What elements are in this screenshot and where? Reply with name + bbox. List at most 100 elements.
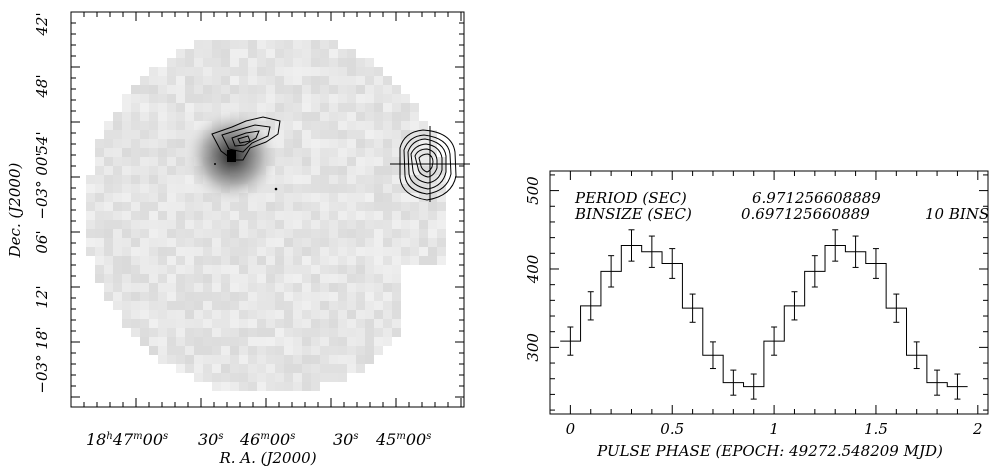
image-pixel bbox=[284, 58, 293, 67]
image-pixel bbox=[356, 301, 365, 310]
image-pixel bbox=[212, 40, 221, 49]
image-pixel bbox=[329, 166, 338, 175]
image-pixel bbox=[176, 121, 185, 130]
image-pixel bbox=[401, 193, 410, 202]
image-pixel bbox=[176, 355, 185, 364]
image-pixel bbox=[329, 184, 338, 193]
image-pixel bbox=[356, 247, 365, 256]
y-tick-label: 300 bbox=[524, 333, 542, 362]
image-pixel bbox=[266, 256, 275, 265]
image-pixel bbox=[320, 283, 329, 292]
image-pixel bbox=[248, 265, 257, 274]
image-pixel bbox=[419, 139, 428, 148]
image-pixel bbox=[221, 319, 230, 328]
image-pixel bbox=[149, 184, 158, 193]
image-pixel bbox=[275, 265, 284, 274]
image-pixel bbox=[302, 202, 311, 211]
image-pixel bbox=[194, 319, 203, 328]
image-pixel bbox=[203, 238, 212, 247]
image-pixel bbox=[311, 121, 320, 130]
image-pixel bbox=[266, 301, 275, 310]
image-pixel bbox=[338, 373, 347, 382]
image-pixel bbox=[311, 274, 320, 283]
image-pixel bbox=[383, 265, 392, 274]
image-pixel bbox=[338, 211, 347, 220]
image-pixel bbox=[275, 58, 284, 67]
image-pixel bbox=[356, 328, 365, 337]
image-pixel bbox=[212, 67, 221, 76]
image-pixel bbox=[122, 265, 131, 274]
image-pixel bbox=[149, 337, 158, 346]
image-pixel bbox=[302, 121, 311, 130]
image-pixel bbox=[392, 256, 401, 265]
x-tick-label: 1.5 bbox=[864, 420, 888, 438]
image-pixel bbox=[149, 166, 158, 175]
image-pixel bbox=[338, 85, 347, 94]
image-pixel bbox=[158, 319, 167, 328]
image-pixel bbox=[392, 202, 401, 211]
image-pixel bbox=[203, 292, 212, 301]
image-pixel bbox=[194, 220, 203, 229]
image-pixel bbox=[176, 166, 185, 175]
image-pixel bbox=[293, 94, 302, 103]
image-pixel bbox=[293, 301, 302, 310]
image-pixel bbox=[104, 148, 113, 157]
image-pixel bbox=[293, 139, 302, 148]
image-pixel bbox=[347, 148, 356, 157]
image-pixel bbox=[149, 121, 158, 130]
image-pixel bbox=[302, 247, 311, 256]
image-pixel bbox=[329, 355, 338, 364]
image-pixel bbox=[365, 130, 374, 139]
image-pixel bbox=[338, 265, 347, 274]
image-pixel bbox=[167, 229, 176, 238]
image-pixel bbox=[356, 193, 365, 202]
image-pixel bbox=[203, 211, 212, 220]
image-pixel bbox=[122, 121, 131, 130]
image-pixel bbox=[329, 85, 338, 94]
image-pixel bbox=[239, 220, 248, 229]
image-pixel bbox=[275, 328, 284, 337]
image-pixel bbox=[185, 49, 194, 58]
image-pixel bbox=[284, 238, 293, 247]
image-pixel bbox=[356, 220, 365, 229]
image-pixel bbox=[122, 220, 131, 229]
image-pixel bbox=[383, 184, 392, 193]
image-pixel bbox=[221, 238, 230, 247]
image-pixel bbox=[185, 103, 194, 112]
image-pixel bbox=[122, 292, 131, 301]
image-pixel bbox=[311, 346, 320, 355]
dec-tick-label-4: −03° 00' bbox=[33, 152, 51, 219]
image-pixel bbox=[113, 292, 122, 301]
image-pixel bbox=[329, 58, 338, 67]
image-pixel bbox=[347, 283, 356, 292]
image-pixel bbox=[284, 193, 293, 202]
image-panel: 18h47m00s 30s 46m00s 30s 45m00s R. A. (J… bbox=[6, 12, 470, 466]
image-pixel bbox=[338, 256, 347, 265]
image-pixel bbox=[410, 238, 419, 247]
image-pixel bbox=[338, 121, 347, 130]
image-pixel bbox=[374, 112, 383, 121]
image-pixel bbox=[203, 247, 212, 256]
ra-tick-label-1: 18h47m00s bbox=[86, 430, 168, 449]
greyscale-image bbox=[86, 40, 446, 391]
image-pixel bbox=[248, 238, 257, 247]
image-pixel bbox=[302, 67, 311, 76]
image-pixel bbox=[185, 256, 194, 265]
image-pixel bbox=[419, 247, 428, 256]
image-pixel bbox=[428, 220, 437, 229]
image-pixel bbox=[149, 328, 158, 337]
image-pixel bbox=[194, 103, 203, 112]
image-pixel bbox=[365, 103, 374, 112]
image-pixel bbox=[329, 346, 338, 355]
image-pixel bbox=[302, 382, 311, 391]
image-pixel bbox=[176, 265, 185, 274]
image-pixel bbox=[284, 364, 293, 373]
image-pixel bbox=[320, 175, 329, 184]
image-pixel bbox=[347, 49, 356, 58]
image-pixel bbox=[122, 157, 131, 166]
image-pixel bbox=[347, 121, 356, 130]
image-pixel bbox=[176, 85, 185, 94]
image-pixel bbox=[140, 247, 149, 256]
image-pixel bbox=[356, 94, 365, 103]
image-pixel bbox=[185, 211, 194, 220]
